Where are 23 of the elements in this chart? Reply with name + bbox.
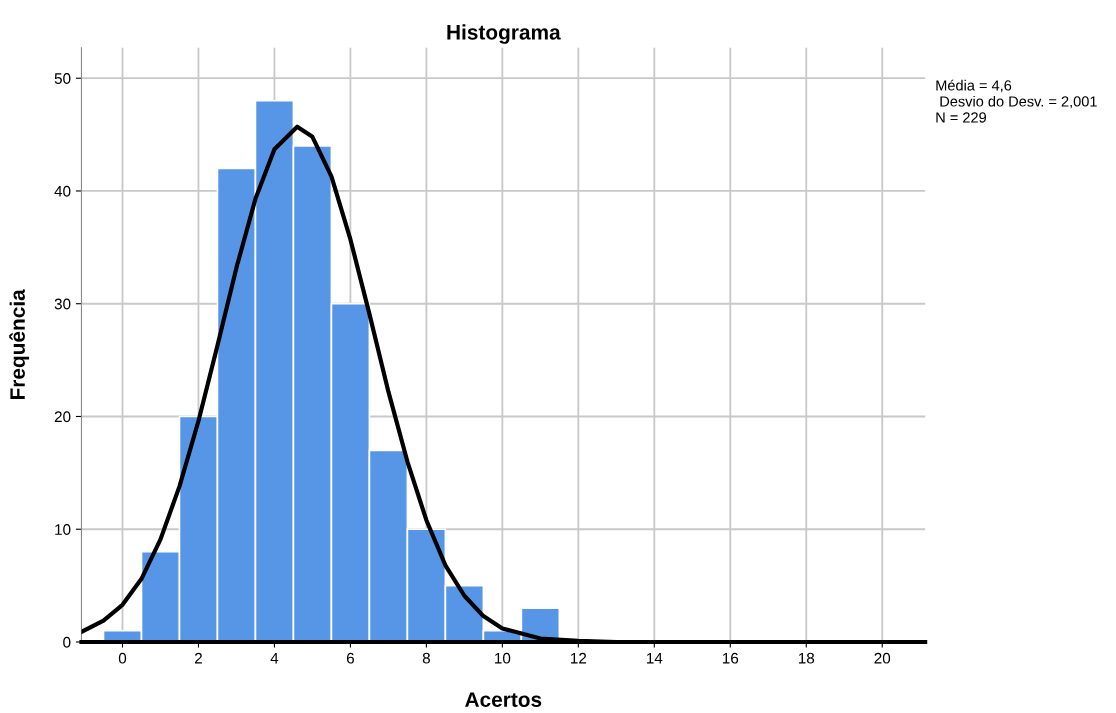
x-tick-label: 6 [346, 652, 354, 664]
x-tick-label: 8 [422, 652, 430, 664]
y-tick-label: 30 [54, 298, 71, 310]
y-tick-label: 20 [54, 411, 71, 423]
text: N = 229 [936, 112, 986, 123]
x-tick-label: 4 [270, 652, 279, 664]
text: Desvio do Desv. = 2,001 [940, 95, 1097, 109]
x-tick-label: 12 [571, 652, 587, 664]
y-tick-label: 40 [54, 185, 71, 197]
x-tick-label: 0 [118, 652, 127, 664]
x-tick-label: 16 [722, 652, 739, 664]
x-tick-label: 20 [874, 652, 891, 664]
text: Média = 4,6 [936, 79, 1012, 93]
x-tick-label: 10 [495, 652, 511, 664]
x-tick-label: 14 [646, 652, 663, 664]
x-tick-label: 2 [194, 652, 202, 664]
x-tick-label: 18 [798, 652, 815, 664]
y-tick-label: 10 [55, 524, 71, 535]
x-axis-title: Acertos [465, 692, 542, 707]
y-tick-label: 50 [54, 73, 71, 84]
y-axis-title: Frequência [9, 289, 30, 400]
chart-title: Histograma [447, 24, 561, 44]
y-tick-label: 0 [63, 636, 71, 648]
